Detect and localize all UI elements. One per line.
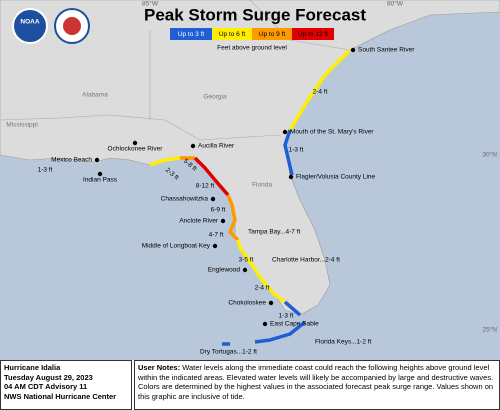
location-dot (210, 196, 216, 202)
surge-segment (283, 129, 294, 176)
notes-box: User Notes: Water levels along the immed… (134, 360, 500, 410)
surge-segment (283, 300, 302, 317)
location-label: Anclote River (179, 218, 218, 225)
surge-coast (149, 48, 352, 346)
location-label: Englewood (208, 267, 241, 274)
location-label: Indian Pass (83, 177, 118, 184)
location-label: South Santee River (358, 47, 415, 54)
location-dot (190, 143, 196, 149)
legend-swatch (252, 28, 292, 40)
location-label: 2-4 ft (313, 89, 328, 96)
location-label: 8-12 ft (196, 183, 215, 190)
surge-segment (149, 156, 181, 167)
state-label: Georgia (203, 94, 227, 101)
location-dot (132, 140, 138, 146)
location-label: 1-3 ft (279, 313, 294, 320)
legend-caption: Feet above ground level (217, 45, 287, 52)
grid-label: 25°N (482, 326, 497, 334)
legend-swatch (212, 28, 252, 40)
location-label: Charlotte Harbor...2-4 ft (272, 257, 340, 264)
state-label: Florida (252, 182, 272, 189)
legend-swatch (292, 28, 334, 40)
location-dot (220, 218, 226, 224)
legend-label: Up to 12 ft (298, 31, 328, 38)
legend-label: Up to 9 ft (259, 31, 286, 38)
location-label: Mouth of the St. Mary's River (290, 129, 374, 136)
noaa-logo: NOAA (12, 8, 48, 44)
map: NOAA Peak Storm Surge Forecast Up to 3 f… (0, 0, 500, 360)
location-label: 4-7 ft (209, 232, 224, 239)
location-label: 1-3 ft (289, 147, 304, 154)
location-label: 1-3 ft (38, 167, 53, 174)
location-label: Chokoloskee (228, 300, 266, 307)
location-label: 6-9 ft (211, 207, 226, 214)
info-line: NWS National Hurricane Center (4, 391, 117, 401)
state-label: Mississippi (6, 122, 37, 129)
location-label: Dry Tortugas...1-2 ft (200, 349, 257, 356)
location-label: Flagler/Volusia County Line (296, 174, 376, 181)
location-dot (288, 174, 294, 180)
location-label: Florida Keys...1-2 ft (315, 339, 372, 346)
notes-text: Water levels along the immediate coast c… (138, 363, 494, 401)
grid-label: 80°W (387, 0, 404, 8)
location-dot (97, 171, 103, 177)
location-label: 2-4 ft (255, 285, 270, 292)
location-dot (94, 157, 100, 163)
location-label: Ochlockonee River (108, 146, 164, 153)
info-line: Hurricane Idalia (4, 363, 61, 372)
grid-label: 30°N (482, 151, 497, 159)
surge-segment (254, 320, 307, 344)
nws-logo (54, 8, 90, 44)
legend-swatch (170, 28, 212, 40)
legend-label: Up to 6 ft (219, 31, 246, 38)
location-label: Mexico Beach (51, 157, 92, 164)
location-label: Middle of Longboat Key (142, 243, 211, 250)
notes-heading: User Notes: (138, 363, 181, 372)
legend-label: Up to 3 ft (178, 31, 205, 38)
location-label: Aucilla River (198, 143, 235, 150)
svg-text:NOAA: NOAA (20, 19, 39, 26)
surge-segment (226, 194, 240, 242)
location-label: East Cape Sable (270, 321, 319, 328)
surge-segment (193, 156, 230, 197)
location-dot (212, 243, 218, 249)
info-line: 04 AM CDT Advisory 11 (4, 382, 88, 391)
location-label: Tampa Bay...4-7 ft (248, 229, 300, 236)
title: Peak Storm Surge Forecast (144, 5, 366, 24)
location-dot (268, 300, 274, 306)
grid-label: 85°W (142, 0, 159, 8)
location-label: 3-5 ft (239, 257, 254, 264)
surge-segment (236, 239, 287, 304)
location-label: Chassahowitzka (161, 196, 209, 203)
surge-segment (288, 48, 352, 131)
state-border (0, 114, 281, 141)
location-dot (262, 321, 268, 327)
state-label: Alabama (82, 92, 108, 99)
info-line: Tuesday August 29, 2023 (4, 372, 93, 382)
location-dot (350, 47, 356, 53)
location-dot (282, 129, 288, 135)
location-dot (242, 267, 248, 273)
info-box: Hurricane Idalia Tuesday August 29, 2023 0… (0, 360, 132, 410)
